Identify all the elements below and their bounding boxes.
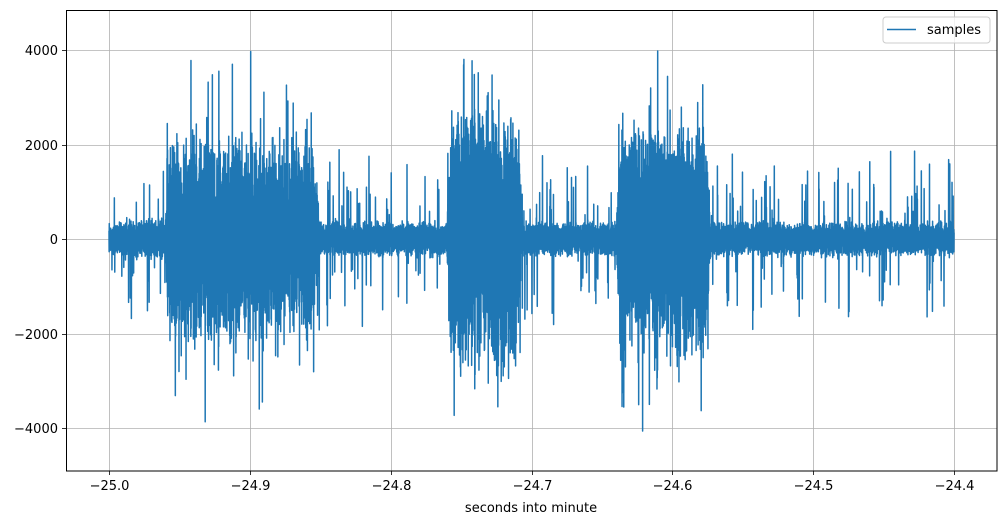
y-tick-label: 2000	[25, 139, 58, 154]
y-axis-ticks: −4000 −2000 0 2000 4000	[14, 44, 66, 437]
y-tick-label: 0	[50, 233, 58, 248]
plot-area	[108, 50, 955, 432]
x-axis-ticks: −25.0 −24.9 −24.8 −24.7 −24.6 −24.5 −24.4	[90, 471, 975, 494]
x-tick-label: −24.9	[231, 479, 271, 494]
x-tick-label: −24.8	[372, 479, 412, 494]
x-tick-label: −24.4	[935, 479, 975, 494]
x-tick-label: −24.7	[513, 479, 553, 494]
y-tick-label: 4000	[25, 44, 58, 59]
y-tick-label: −2000	[14, 328, 58, 343]
x-tick-label: −24.5	[794, 479, 834, 494]
x-axis-label: seconds into minute	[465, 501, 597, 516]
y-tick-label: −4000	[14, 422, 58, 437]
legend-box	[882, 16, 991, 44]
legend-label-samples: samples	[927, 23, 981, 38]
x-tick-label: −25.0	[90, 479, 130, 494]
samples-line	[108, 50, 955, 432]
x-tick-label: −24.6	[653, 479, 693, 494]
legend: samples	[882, 16, 991, 44]
axes-frame	[66, 10, 998, 472]
